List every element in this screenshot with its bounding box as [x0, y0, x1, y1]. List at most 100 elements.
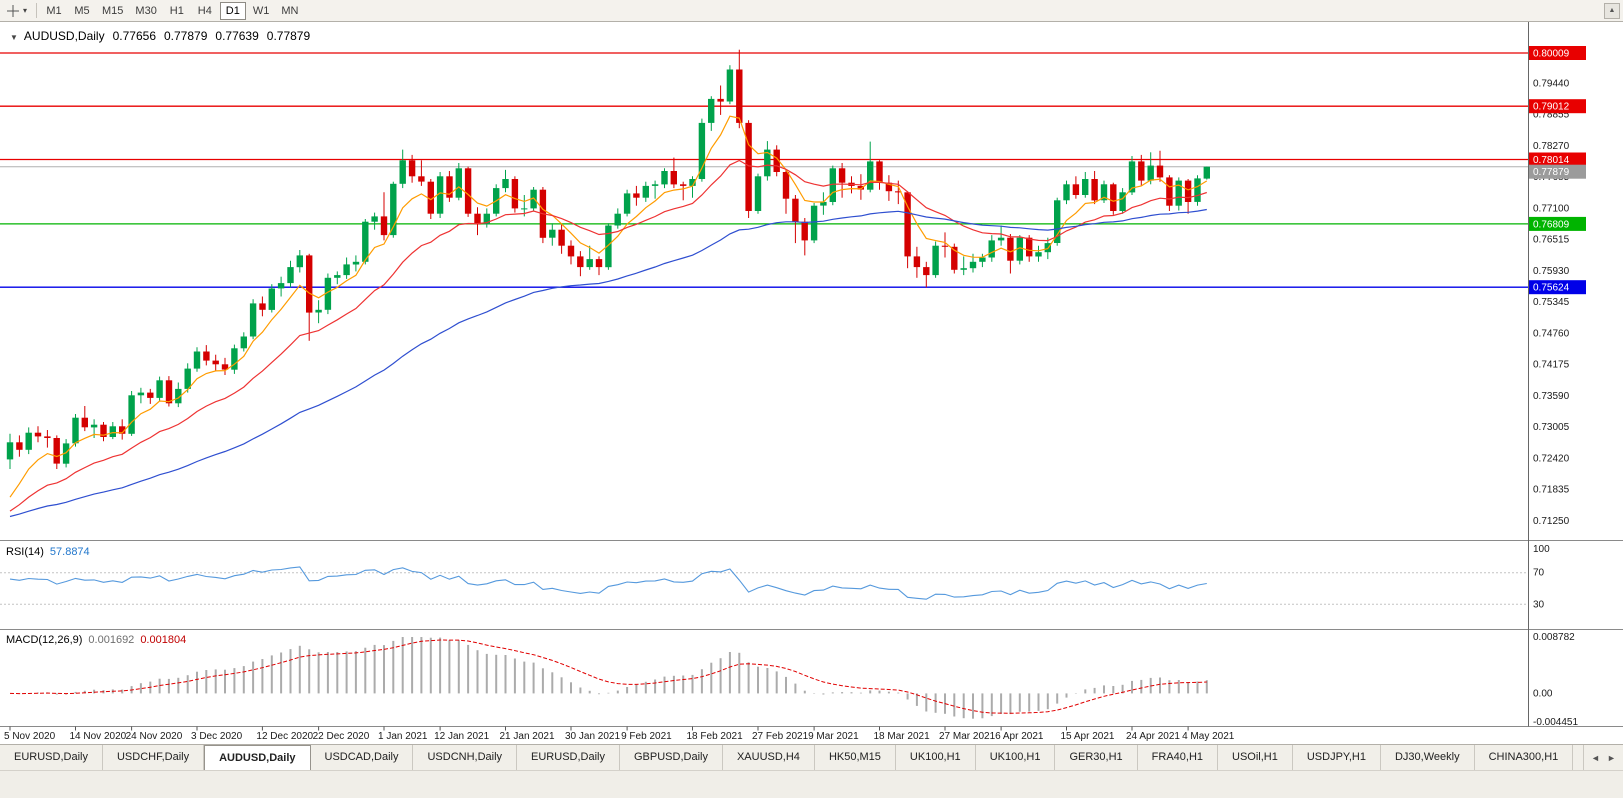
chart-tab-usoil-h1[interactable]: USOil,H1 [1218, 745, 1293, 770]
price-chart-canvas[interactable]: 0.794400.788550.782700.776850.771000.765… [0, 22, 1623, 744]
timeframe-button-m5[interactable]: M5 [74, 4, 90, 17]
price-axis-tick: 0.74760 [1533, 328, 1570, 339]
level-price-label-box [1529, 152, 1586, 167]
timeframe-button-m15[interactable]: M15 [102, 4, 124, 17]
time-axis-label: 9 Mar 2021 [808, 731, 859, 742]
timeframe-button-h1[interactable]: H1 [169, 4, 184, 17]
timeframe-button-mn[interactable]: MN [281, 4, 299, 17]
candle-body [810, 205, 818, 241]
level-price-label-box [1529, 280, 1586, 295]
price-axis-tick: 0.72420 [1533, 453, 1570, 464]
candle-body [969, 261, 977, 269]
current-price-label-text: 0.77879 [1533, 167, 1570, 178]
chart-tab-fra40-h1[interactable]: FRA40,H1 [1137, 745, 1219, 770]
candle-body [577, 256, 584, 268]
timeframe-button-m1[interactable]: M1 [46, 4, 62, 17]
candle-body [109, 426, 116, 437]
top-toolbar: ▾ M1 M5 M15 M30 H1 H4 D1 W1 MN ▲ [0, 0, 1623, 22]
toolbar-separator [36, 3, 38, 18]
chart-tabs-bar: EURUSD,Daily USDCHF,Daily AUDUSD,Daily USDC… [0, 744, 1623, 770]
chart-tab-eurusd-daily[interactable]: EURUSD,Daily [517, 745, 620, 770]
candle-body [287, 267, 294, 284]
cursor-tool-button[interactable]: ▾ [0, 0, 33, 21]
candle-body [175, 388, 182, 404]
timeframe-button-m30[interactable]: M30 [135, 4, 157, 17]
price-axis-tick: 0.73590 [1533, 391, 1570, 402]
macd-signal-line [9, 639, 1207, 714]
chart-tab-uk100-h1[interactable]: UK100,H1 [895, 745, 976, 770]
timeframe-button-w1[interactable]: W1 [252, 4, 270, 17]
candle-body [1026, 237, 1033, 257]
tab-scroll-controls: ◄ ► [1583, 745, 1623, 770]
timeframe-button-d1[interactable]: D1 [219, 1, 246, 20]
candle-body [72, 417, 79, 444]
tab-scroll-left-button[interactable]: ◄ [1591, 752, 1600, 763]
candle-body [773, 149, 780, 172]
candle-body [913, 256, 921, 268]
level-price-label-box [1529, 216, 1586, 231]
chart-tab-china300-h1[interactable]: CHINA300,H1 [1474, 745, 1574, 770]
candle-body [315, 309, 322, 313]
chart-tab-uk100-h1[interactable]: UK100,H1 [975, 745, 1056, 770]
time-axis-label: 21 Jan 2021 [500, 731, 555, 742]
candle-body [979, 257, 986, 262]
candle-body [670, 171, 677, 185]
rsi-value: 57.8874 [49, 546, 90, 558]
price-axis-tick: 0.78855 [1533, 110, 1570, 121]
chart-tab-gbpusd-daily[interactable]: GBPUSD,Daily [620, 745, 723, 770]
time-axis-label: 12 Jan 2021 [434, 731, 489, 742]
chart-tab-hk50-m15[interactable]: HK50,M15 [814, 745, 896, 770]
candle-body [16, 442, 23, 450]
price-axis-tick: 0.78270 [1533, 141, 1570, 152]
chart-tab-usdcnh-daily[interactable]: USDCNH,Daily [413, 745, 518, 770]
candle-body [193, 351, 201, 369]
time-axis-label: 12 Dec 2020 [256, 731, 313, 742]
candle-body [436, 176, 444, 214]
chart-tab-usdcad-daily[interactable]: USDCAD,Daily [310, 745, 414, 770]
candle-body [277, 283, 285, 289]
candle-body [754, 176, 762, 211]
chart-dropdown-icon[interactable]: ▼ [10, 33, 18, 42]
candle-body [708, 98, 715, 123]
scroll-up-button[interactable]: ▲ [1604, 3, 1620, 19]
rsi-axis-tick: 30 [1533, 599, 1545, 610]
timeframe-button-h4[interactable]: H4 [197, 4, 212, 17]
chart-tab-dj30-weekly[interactable]: DJ30,Weekly [1380, 745, 1475, 770]
candle-body [623, 193, 631, 214]
chart-tabs: EURUSD,Daily USDCHF,Daily AUDUSD,Daily USDC… [0, 745, 1611, 770]
chart-tab-eurusd-daily[interactable]: EURUSD,Daily [0, 745, 103, 770]
quote-open: 0.77656 [112, 29, 156, 43]
candle-body [838, 168, 846, 183]
chart-tab-ger30-h1[interactable]: GER30,H1 [1055, 745, 1138, 770]
candle-body [857, 185, 864, 190]
status-bar [0, 770, 1623, 798]
candle-body [380, 216, 388, 236]
candle-body [221, 364, 229, 370]
candle-body [726, 69, 734, 102]
chevron-down-icon: ▾ [23, 6, 28, 15]
candle-body [212, 360, 219, 365]
level-price-label-box [1529, 99, 1586, 114]
chart-area[interactable]: 0.794400.788550.782700.776850.771000.765… [0, 22, 1623, 744]
candle-body [62, 443, 70, 464]
chart-symbol-period: AUDUSD,Daily [23, 29, 105, 43]
chart-tab-xauusd-h4[interactable]: XAUUSD,H4 [722, 745, 815, 770]
candle-body [119, 426, 126, 434]
candle-body [895, 191, 902, 193]
candle-body [44, 436, 51, 438]
candle-body [6, 442, 14, 460]
level-price-label-text: 0.78014 [1533, 155, 1570, 166]
chart-tab-usdjpy-h1[interactable]: USDJPY,H1 [1292, 745, 1381, 770]
tab-scroll-right-button[interactable]: ► [1607, 752, 1616, 763]
candle-body [1035, 252, 1042, 257]
candle-body [165, 380, 173, 404]
chart-tab-usdchf-daily[interactable]: USDCHF,Daily [102, 745, 205, 770]
candle-body [1082, 179, 1089, 195]
rsi-axis-tick: 70 [1533, 568, 1545, 579]
time-axis-label: 15 Apr 2021 [1061, 731, 1115, 742]
candle-body [689, 179, 696, 186]
candle-body [399, 160, 406, 184]
chart-tab-audusd-daily[interactable]: AUDUSD,Daily [204, 745, 311, 770]
ma-fast-line [9, 115, 1208, 498]
candle-body [100, 424, 107, 437]
